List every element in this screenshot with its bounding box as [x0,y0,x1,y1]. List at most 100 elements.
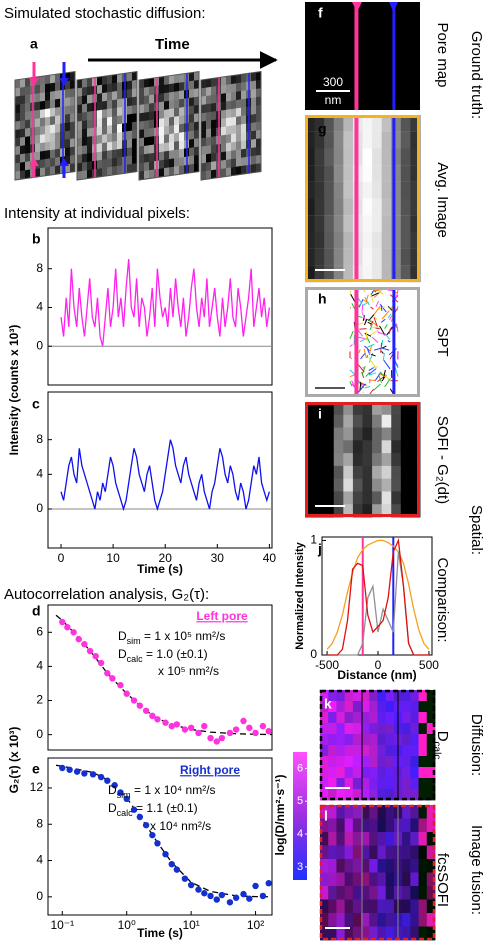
pixel [352,886,362,900]
pixel [40,92,46,102]
pixel [159,93,165,103]
pixel [174,107,180,118]
pixel [211,136,217,146]
panel-label: l [324,808,328,824]
point [195,729,202,737]
pixel [25,169,31,179]
image-border [319,689,436,801]
frame-border [200,70,262,181]
pixel [410,926,419,941]
subscript: calc [127,654,144,664]
pixel [25,161,31,171]
pixel [226,150,232,161]
pixel [251,122,257,132]
pixel [410,440,421,454]
track [368,372,377,376]
pixel [391,131,402,149]
pixel [410,845,419,860]
image-border [305,115,420,282]
pixel [362,231,373,249]
pixel [336,886,346,900]
point [66,766,73,773]
pixel [149,161,155,171]
pixel [377,767,387,779]
point [265,880,272,887]
pixel [82,170,88,180]
symbol: D [108,783,117,797]
pixel [139,154,145,164]
pixel [256,113,262,123]
pixel [372,504,383,518]
pixel [206,78,212,88]
pixel [352,440,363,454]
track [370,329,379,336]
plot-frame [47,227,273,386]
pixel [314,231,325,249]
pixel [381,165,392,182]
pixel [391,181,402,199]
pixel [381,427,392,441]
pixel [194,154,200,165]
pixel [336,859,346,873]
pixel [241,140,247,150]
pixel [117,98,123,109]
pixel [40,150,46,161]
pixel [410,115,421,132]
pixel [381,115,392,132]
track [364,345,370,352]
pixel [102,167,108,177]
pixel [377,926,387,941]
pixel [97,76,103,86]
point [226,899,234,906]
pixel [256,163,262,173]
pixel [25,119,31,129]
pixel [320,778,329,790]
pore-line [392,2,396,110]
pixel [391,231,402,249]
pixel [362,402,373,416]
pixel [221,93,227,103]
pixel [132,154,138,165]
pixel [344,845,354,860]
track [394,367,399,377]
y-tick-label: 4 [36,853,43,867]
pixel [241,165,247,175]
pixel [333,491,344,505]
pixel [320,690,329,702]
pixel [107,91,113,102]
note-line: Dsim = 1 x 10⁴ nm²/s [108,783,216,800]
pixel [70,88,76,98]
pixel [369,712,378,724]
pixel [107,75,113,85]
pixel [410,872,419,887]
track [378,372,386,378]
pixel [70,113,76,123]
pixel [194,129,200,140]
pixel [174,99,180,109]
pixel [35,118,41,128]
pixel [410,859,419,873]
pixel [305,131,315,149]
image-border [319,804,436,941]
track [373,289,380,292]
pixel [343,265,354,283]
pixel [189,105,195,115]
point [104,670,111,677]
track [368,356,376,368]
pixel [164,100,170,111]
pixel [418,886,428,900]
pixel [333,165,344,182]
pixel [361,789,370,801]
pixel [426,723,436,735]
pixel [77,87,83,97]
pixel [201,170,207,181]
pixel [343,491,354,505]
pixel [361,818,370,833]
pixel [305,248,315,266]
scale-bar-unit: nm [325,93,342,107]
pixel [211,127,217,138]
pixel [174,141,180,151]
pixel [402,789,411,801]
pixel [97,84,103,95]
pixel [97,101,103,111]
